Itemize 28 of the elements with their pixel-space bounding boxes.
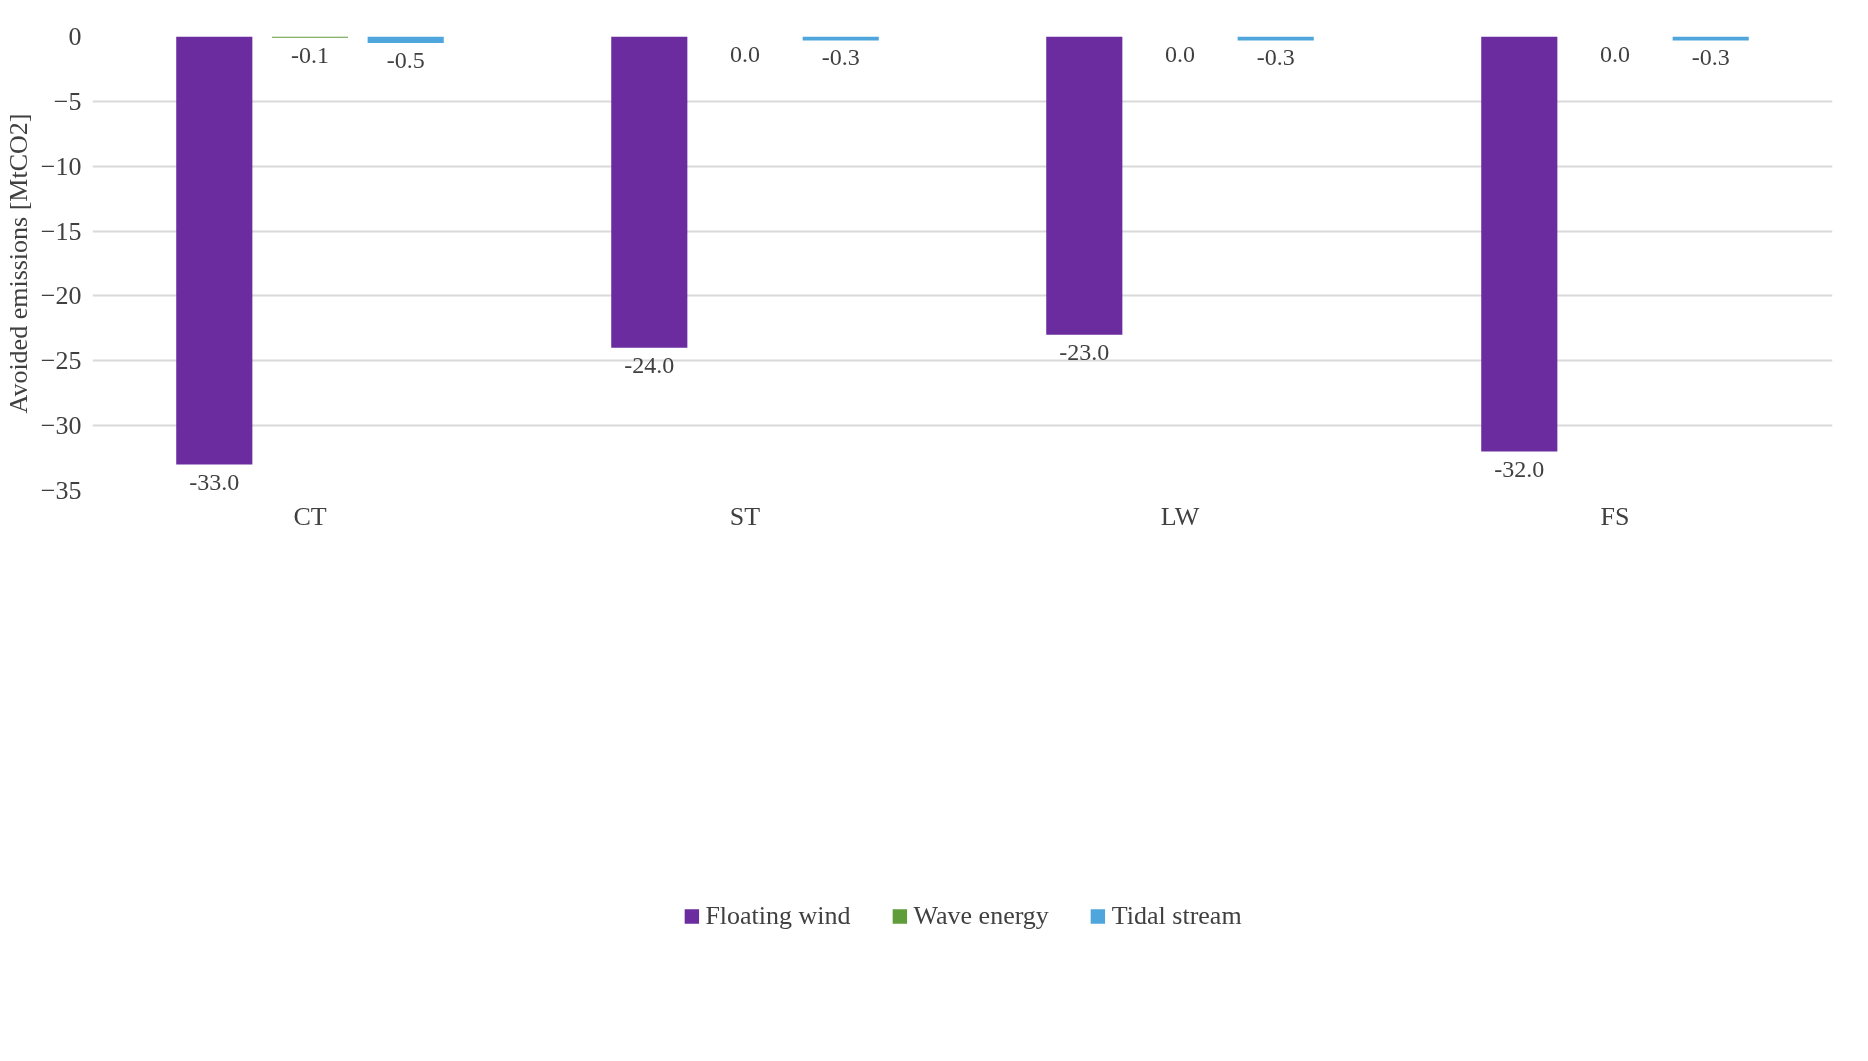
- data-label: -0.3: [1691, 44, 1730, 71]
- legend-label: Floating wind: [705, 900, 851, 931]
- y-tick-label: −10: [40, 151, 82, 181]
- y-tick-label: −20: [40, 281, 82, 311]
- data-label: -0.3: [821, 44, 860, 71]
- data-label: -32.0: [1494, 455, 1545, 482]
- y-tick-label: −15: [40, 216, 82, 246]
- y-tick-label: −30: [40, 411, 82, 441]
- x-tick-label: LW: [1160, 501, 1200, 531]
- y-tick-label: −35: [40, 476, 82, 505]
- data-label: -24.0: [624, 351, 675, 378]
- y-axis-title: Avoided emissions [MtCO2]: [3, 113, 33, 414]
- data-label: 0.0: [1600, 40, 1630, 67]
- x-tick-label: CT: [293, 501, 327, 531]
- y-tick-label: 0: [68, 22, 82, 51]
- y-tick-label: −25: [40, 346, 82, 376]
- data-label: -0.3: [1256, 44, 1295, 71]
- data-label: 0.0: [730, 40, 760, 67]
- x-tick-label: FS: [1600, 501, 1630, 531]
- data-label: -23.0: [1059, 338, 1110, 365]
- y-tick-label: −5: [53, 86, 82, 116]
- data-label: -33.0: [189, 468, 240, 495]
- legend-label: Wave energy: [913, 900, 1049, 931]
- legend-label: Tidal stream: [1111, 900, 1242, 931]
- data-label: 0.0: [1165, 40, 1195, 67]
- x-tick-label: ST: [729, 501, 761, 531]
- data-label: -0.1: [291, 41, 329, 68]
- data-label: -0.5: [386, 46, 425, 73]
